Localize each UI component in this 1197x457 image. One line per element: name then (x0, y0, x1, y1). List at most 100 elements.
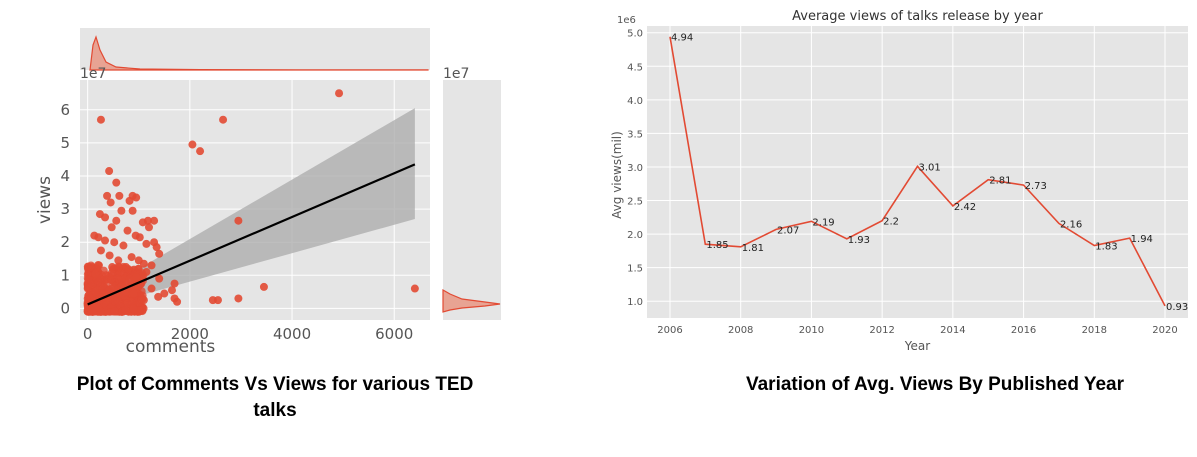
scatter-point (101, 213, 110, 222)
caption-right: Variation of Avg. Views By Published Yea… (745, 374, 1125, 395)
scatter-points (83, 89, 419, 316)
data-label: 2.16 (1060, 219, 1082, 230)
x-tick-label: 2012 (869, 325, 894, 336)
x-tick-label: 0 (83, 325, 93, 343)
scatter-point (234, 294, 243, 303)
x-tick-label: 2008 (728, 325, 753, 336)
scatter-point (91, 287, 100, 296)
data-label: 2.2 (883, 217, 899, 228)
y-tick-label: 1.0 (627, 297, 643, 308)
scatter-point (101, 236, 110, 245)
scatter-point (113, 297, 122, 305)
scatter-point (129, 289, 138, 298)
scatter-point (155, 249, 164, 258)
scatter-point (139, 259, 148, 268)
scatter-point (83, 262, 92, 271)
data-label: 3.01 (919, 162, 941, 173)
y-tick-label: 0 (60, 299, 70, 317)
scatter-point (105, 251, 114, 260)
data-label: 1.94 (1131, 234, 1153, 245)
y-tick-label: 3.5 (627, 129, 643, 140)
data-label: 2.73 (1025, 181, 1047, 192)
scatter-point (219, 115, 228, 124)
line-plot-area (647, 26, 1188, 318)
scatter-point (143, 216, 152, 225)
scatter-point (135, 233, 144, 242)
scatter-point (108, 263, 117, 272)
data-label: 0.93 (1166, 302, 1188, 313)
scatter-point (112, 178, 121, 187)
data-label: 1.93 (848, 235, 870, 246)
y-tick-label: 6 (60, 101, 70, 119)
scatter-point (120, 291, 129, 300)
scatter-point (107, 223, 116, 232)
x-tick-label: 2020 (1152, 325, 1177, 336)
x-tick-label: 2010 (799, 325, 824, 336)
scatter-point (335, 89, 344, 98)
scatter-point (150, 216, 159, 225)
scatter-point (132, 193, 141, 202)
scatter-point (167, 286, 176, 295)
scatter-point (170, 279, 179, 288)
x-axis-label: comments (126, 337, 216, 357)
y-tick-label: 2 (60, 233, 70, 251)
scatter-point (170, 294, 179, 303)
y-tick-label: 5 (60, 134, 70, 152)
regression-line (87, 163, 416, 306)
scatter-point (121, 306, 130, 314)
top-marginal-density (89, 35, 429, 71)
scatter-point (110, 238, 119, 247)
scatter-point (128, 206, 137, 215)
y-tick-label: 4.5 (627, 62, 643, 73)
scatter-point (147, 261, 156, 270)
scatter-point (96, 246, 105, 255)
scatter-point (196, 147, 205, 156)
scatter-point (142, 268, 151, 276)
x-tick-label: 2006 (657, 325, 682, 336)
line-chart-panel: Average views of talks release by year 1e… (590, 0, 1197, 380)
y-tick-label: 2.5 (627, 197, 643, 208)
right-marginal-area (443, 80, 501, 320)
x-tick-label: 6000 (375, 325, 413, 343)
data-label: 1.81 (742, 243, 764, 254)
x-tick-label: 2016 (1011, 325, 1036, 336)
top-marginal-area (80, 28, 430, 70)
chart-title: Average views of talks release by year (792, 9, 1043, 24)
x-tick-label: 2000 (171, 325, 209, 343)
scatter-point (115, 275, 123, 284)
scatter-point (259, 282, 268, 291)
y-tick-label: 3 (60, 200, 70, 218)
scatter-point (121, 263, 130, 272)
y-tick-label: 1 (60, 266, 70, 284)
scatter-point (234, 216, 243, 225)
y-axis-label: Avg views(mil) (610, 131, 624, 219)
scatter-point (110, 307, 119, 316)
right-marginal-density (442, 288, 501, 313)
data-label: 2.42 (954, 202, 976, 213)
scatter-point (132, 272, 141, 281)
scatter-point (114, 262, 123, 271)
scatter-point (123, 226, 132, 235)
scatter-point (107, 275, 116, 284)
y-tick-label: 4.0 (627, 96, 643, 107)
comments-vs-views-chart: 0 2000 4000 6000 0 1 2 3 4 5 6 comments views 1e7 1e7 (35, 28, 501, 357)
data-label: 2.81 (989, 176, 1011, 187)
x-axis-label: Year (904, 339, 930, 353)
data-label: 1.83 (1095, 242, 1117, 253)
scatter-point (410, 284, 419, 293)
scatter-point (127, 253, 136, 262)
scatter-point (142, 239, 151, 248)
views-series-line (669, 36, 1166, 307)
x-tick-label: 2018 (1082, 325, 1107, 336)
data-label: 2.07 (777, 225, 799, 236)
y-tick-label: 3.0 (627, 163, 643, 174)
y-axis-label: views (35, 176, 55, 224)
data-label: 4.94 (671, 33, 693, 44)
scatter-point (94, 261, 103, 270)
scatter-point (94, 233, 103, 242)
scatter-point (155, 274, 164, 283)
y-scale-label: 1e7 (80, 66, 106, 82)
scatter-point (154, 292, 163, 301)
scatter-point (117, 206, 126, 215)
scatter-point (144, 223, 153, 232)
